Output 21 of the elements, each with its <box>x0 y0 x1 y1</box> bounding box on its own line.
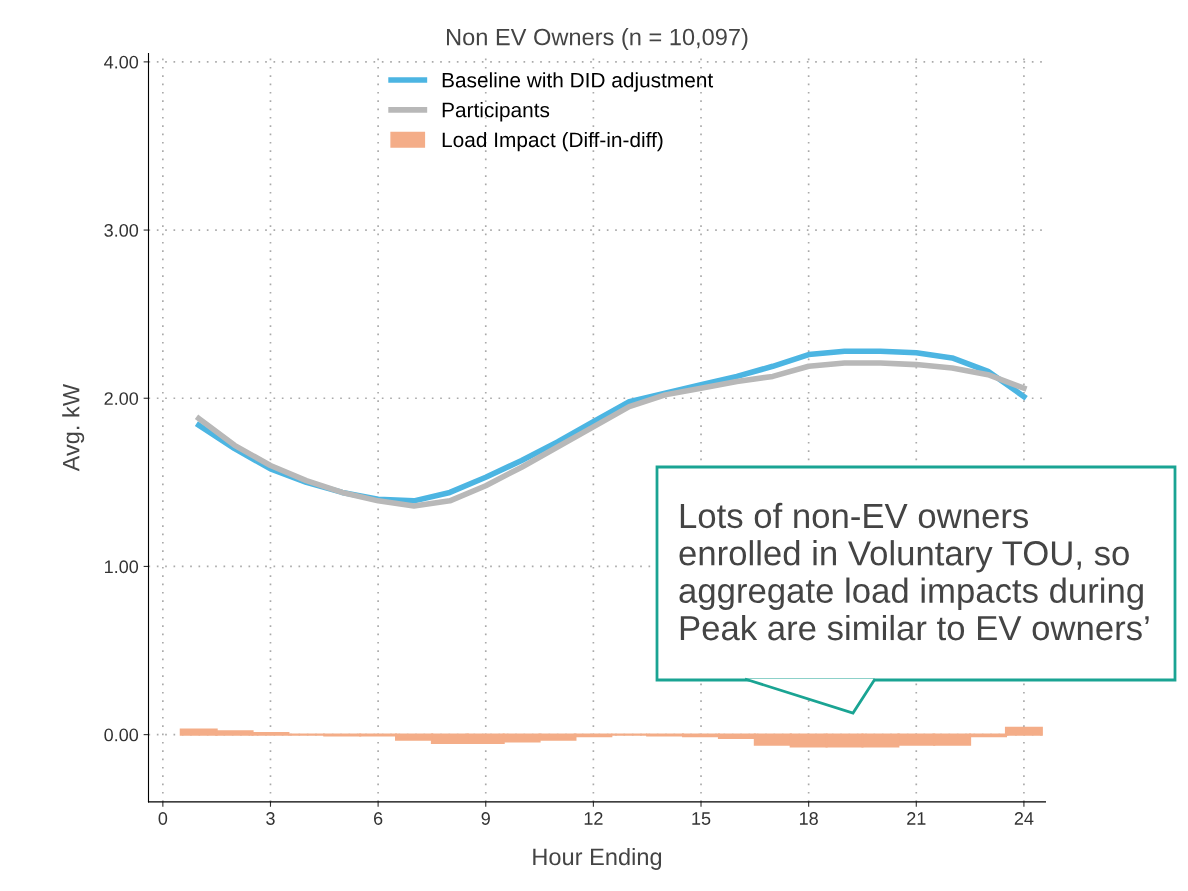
y-tick-label: 4.00 <box>104 55 139 69</box>
x-tick-label: 0 <box>158 812 168 825</box>
y-axis-title: Avg. kW <box>62 384 85 472</box>
x-axis-title: Hour Ending <box>533 847 662 870</box>
y-tick-label: 3.00 <box>104 223 139 237</box>
x-tick-label: 3 <box>266 812 275 825</box>
y-tick-label: 2.00 <box>104 392 139 405</box>
y-tick-label: 0.00 <box>104 728 139 742</box>
x-tick-label: 12 <box>584 812 603 825</box>
x-tick-label: 21 <box>907 812 926 825</box>
chart-title: Non EV Owners (n = 10,097) <box>447 28 748 51</box>
legend-label: Participants <box>442 102 550 122</box>
x-tick-label: 18 <box>799 812 818 825</box>
y-tick-label: 1.00 <box>105 560 139 574</box>
annotation: Lots of non-EV owners enrolled in Voluntary TOU, so aggregate load impacts during Peak are similar to EV owners’ <box>679 502 1149 641</box>
legend-label: Baseline with DID adjustment <box>442 72 714 92</box>
x-tick-label: 9 <box>481 812 490 825</box>
legend-label: Load Impact (Diff-in-diff) <box>442 131 663 152</box>
x-tick-label: 15 <box>692 812 711 825</box>
x-tick-label: 24 <box>1014 812 1034 825</box>
x-tick-label: 6 <box>374 812 383 825</box>
